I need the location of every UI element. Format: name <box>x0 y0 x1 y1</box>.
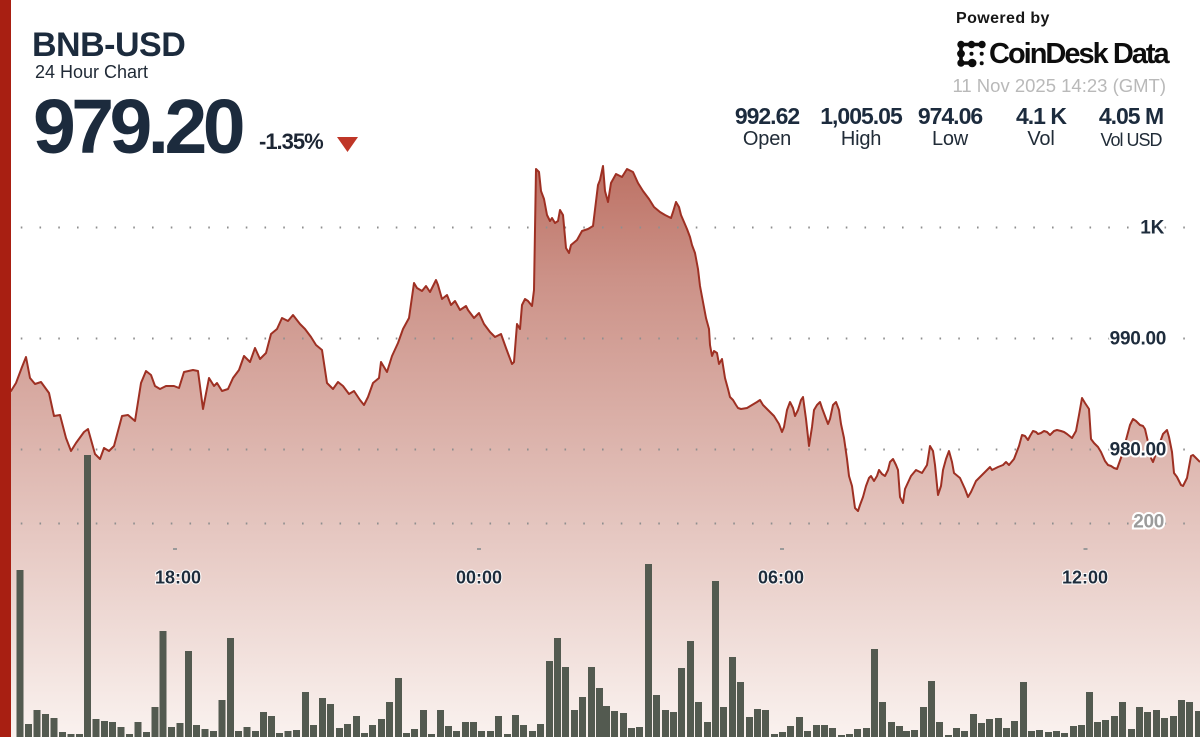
svg-text:18:00: 18:00 <box>155 568 201 588</box>
svg-text:00:00: 00:00 <box>456 568 502 588</box>
svg-text:1K: 1K <box>1140 218 1164 239</box>
svg-text:06:00: 06:00 <box>758 568 804 588</box>
svg-text:990.00: 990.00 <box>1110 329 1166 350</box>
svg-text:980.00: 980.00 <box>1110 440 1166 461</box>
svg-text:200: 200 <box>1133 512 1164 533</box>
svg-text:12:00: 12:00 <box>1062 568 1108 588</box>
